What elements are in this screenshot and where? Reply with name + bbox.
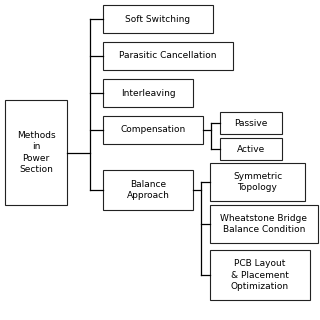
Text: Interleaving: Interleaving (121, 89, 175, 98)
Text: Soft Switching: Soft Switching (125, 14, 191, 23)
FancyBboxPatch shape (103, 42, 233, 70)
Text: Methods
in
Power
Section: Methods in Power Section (17, 131, 55, 174)
FancyBboxPatch shape (103, 5, 213, 33)
Text: Parasitic Cancellation: Parasitic Cancellation (119, 52, 217, 60)
FancyBboxPatch shape (210, 205, 318, 243)
FancyBboxPatch shape (103, 79, 193, 107)
Text: PCB Layout
& Placement
Optimization: PCB Layout & Placement Optimization (231, 260, 289, 291)
FancyBboxPatch shape (220, 112, 282, 134)
Text: Compensation: Compensation (120, 125, 186, 134)
FancyBboxPatch shape (210, 163, 305, 201)
Text: Balance
Approach: Balance Approach (127, 180, 169, 200)
Text: Wheatstone Bridge
Balance Condition: Wheatstone Bridge Balance Condition (220, 214, 308, 234)
FancyBboxPatch shape (220, 138, 282, 160)
Text: Passive: Passive (234, 118, 268, 127)
FancyBboxPatch shape (103, 116, 203, 144)
Text: Symmetric
Topology: Symmetric Topology (233, 172, 282, 192)
FancyBboxPatch shape (103, 170, 193, 210)
Text: Active: Active (237, 145, 265, 154)
FancyBboxPatch shape (210, 250, 310, 300)
FancyBboxPatch shape (5, 100, 67, 205)
